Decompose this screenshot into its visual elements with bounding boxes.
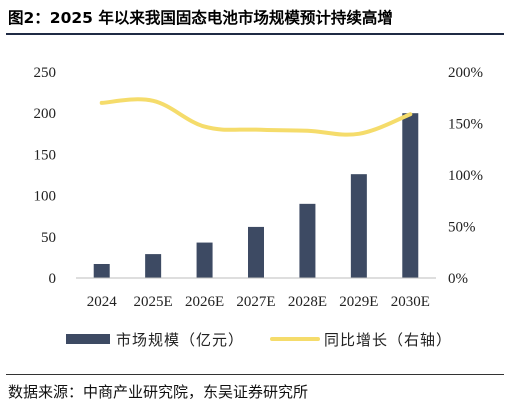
bar <box>299 203 316 278</box>
y-left-tick-label: 250 <box>34 65 57 81</box>
bar <box>248 226 264 278</box>
bar <box>93 263 110 278</box>
bar <box>402 113 419 278</box>
growth-line <box>99 97 413 137</box>
legend-swatch-bar <box>66 334 110 344</box>
y-left-tick-label: 200 <box>34 106 57 122</box>
y-left-tick-label: 150 <box>34 147 57 163</box>
x-tick-label: 2027E <box>236 294 275 310</box>
x-tick-label: 2030E <box>391 294 430 310</box>
y-right-tick-label: 150% <box>448 117 483 133</box>
y-right-tick-label: 50% <box>448 220 476 236</box>
bar <box>196 242 213 278</box>
source-note: 数据来源：中商产业研究院，东吴证券研究所 <box>8 383 309 401</box>
source-divider <box>6 374 504 375</box>
y-left-tick-label: 0 <box>49 271 57 287</box>
x-tick-label: 2024 <box>87 294 118 310</box>
title-divider <box>6 33 504 35</box>
x-tick-label: 2026E <box>185 294 224 310</box>
bar <box>350 174 367 278</box>
bar <box>145 254 162 278</box>
y-right-tick-label: 100% <box>448 168 483 184</box>
chart-svg: 0 50 100 150 200 250 0% 50% 100% 150% 200% 2024 2025… <box>34 65 484 349</box>
chart-title: 图2：2025 年以来我国固态电池市场规模预计持续高增 <box>8 9 393 27</box>
x-tick-label: 2028E <box>288 294 327 310</box>
legend-label-bar: 市场规模（亿元） <box>116 331 244 349</box>
legend-label-line: 同比增长（右轴） <box>324 331 452 349</box>
y-right-tick-label: 0% <box>448 271 468 287</box>
y-left-tick-label: 50 <box>41 230 56 246</box>
x-tick-label: 2025E <box>134 294 173 310</box>
y-right-tick-label: 200% <box>448 65 483 81</box>
x-tick-label: 2029E <box>339 294 378 310</box>
y-left-tick-label: 100 <box>34 189 57 205</box>
